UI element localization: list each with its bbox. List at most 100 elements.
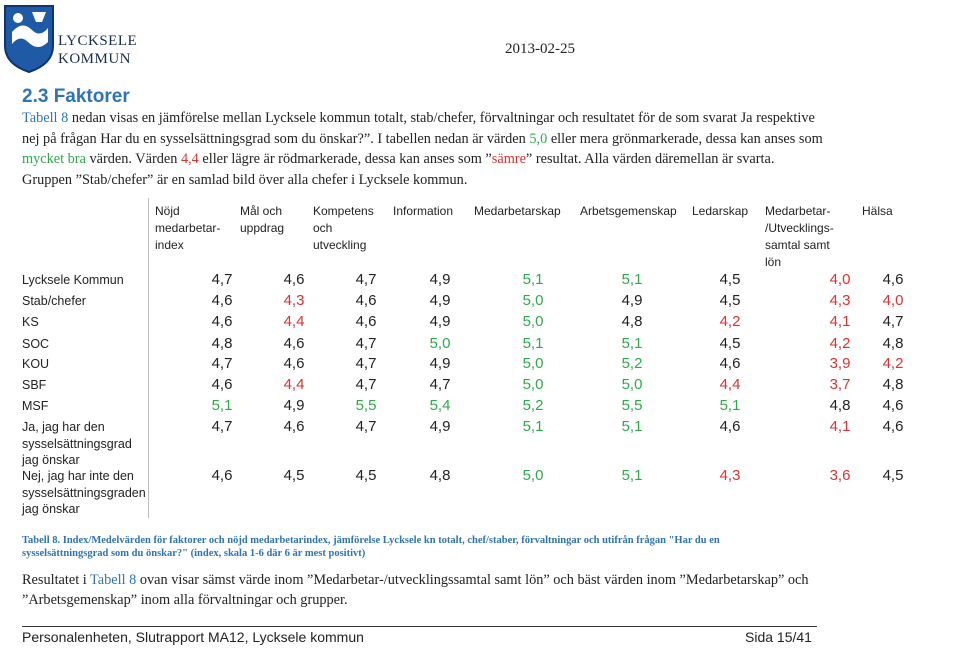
cell-value: 4,5 xyxy=(283,467,305,484)
text-segment: Tabell 8 xyxy=(90,572,137,588)
cell-value: 4,8 xyxy=(882,335,904,352)
cell-value: 4,5 xyxy=(355,467,377,484)
cell-value: 5,0 xyxy=(522,292,544,309)
cell-value: 4,2 xyxy=(882,355,904,372)
footer-left: Personalenheten, Slutrapport MA12, Lycks… xyxy=(22,629,364,645)
cell-value: 4,6 xyxy=(211,467,233,484)
cell-value: 5,0 xyxy=(522,313,544,330)
cell-value: 4,9 xyxy=(429,418,451,435)
row-label: Nej, jag har inte den sysselsättningsgra… xyxy=(22,469,146,516)
cell-value: 4,9 xyxy=(621,292,643,309)
cell-value: 4,3 xyxy=(719,467,741,484)
cell-value: 5,1 xyxy=(522,335,544,352)
cell-value: 3,6 xyxy=(829,467,851,484)
column-header: Hälsa xyxy=(862,204,893,218)
text-segment: eller lägre är rödmarkerade, dessa kan a… xyxy=(198,151,492,167)
text-segment: 4,4 xyxy=(180,151,199,167)
column-header: Medarbetar- /Utvecklings- samtal samt lö… xyxy=(765,204,834,269)
cell-value: 5,0 xyxy=(522,467,544,484)
cell-value: 4,9 xyxy=(429,355,451,372)
column-header: Nöjd medarbetar- index xyxy=(155,204,221,252)
cell-value: 4,7 xyxy=(882,313,904,330)
date: 2013-02-25 xyxy=(505,41,575,57)
cell-value: 4,5 xyxy=(719,335,741,352)
row-label: MSF xyxy=(22,399,49,413)
cell-value: 4,6 xyxy=(882,397,904,414)
column-header: Arbetsgemenskap xyxy=(580,204,677,218)
cell-value: 5,0 xyxy=(522,376,544,393)
cell-value: 4,4 xyxy=(283,376,305,393)
cell-value: 4,6 xyxy=(283,335,305,352)
cell-value: 4,7 xyxy=(355,418,377,435)
intro-paragraph: Tabell 8 nedan visas en jämförelse mella… xyxy=(22,108,827,190)
cell-value: 5,4 xyxy=(429,397,451,414)
cell-value: 5,2 xyxy=(522,397,544,414)
cell-value: 4,6 xyxy=(211,292,233,309)
cell-value: 5,1 xyxy=(522,418,544,435)
cell-value: 4,7 xyxy=(211,355,233,372)
cell-value: 4,8 xyxy=(211,335,233,352)
cell-value: 4,8 xyxy=(829,397,851,414)
table-divider xyxy=(148,198,149,518)
cell-value: 5,0 xyxy=(621,376,643,393)
cell-value: 4,1 xyxy=(829,418,851,435)
text-segment: värden. Värden xyxy=(85,151,181,167)
cell-value: 5,1 xyxy=(522,271,544,288)
cell-value: 5,1 xyxy=(719,397,741,414)
cell-value: 4,9 xyxy=(283,397,305,414)
column-header: Mål och uppdrag xyxy=(240,204,285,235)
cell-value: 3,7 xyxy=(829,376,851,393)
cell-value: 4,6 xyxy=(882,271,904,288)
text-segment: eller mera grönmarkerade, dessa kan anse… xyxy=(547,130,823,147)
cell-value: 4,7 xyxy=(355,376,377,393)
text-segment: nedan visas en jämförelse mellan Lycksel… xyxy=(22,110,815,147)
cell-value: 5,1 xyxy=(211,397,233,414)
cell-value: 4,8 xyxy=(882,376,904,393)
cell-value: 4,6 xyxy=(719,355,741,372)
footer-rule xyxy=(22,626,817,627)
row-label: Ja, jag har den sysselsättningsgrad jag … xyxy=(22,420,132,467)
result-paragraph: Resultatet i Tabell 8 ovan visar sämst v… xyxy=(22,570,822,610)
cell-value: 4,7 xyxy=(211,271,233,288)
row-label: Stab/chefer xyxy=(22,294,86,308)
row-label: KOU xyxy=(22,357,50,371)
cell-value: 4,1 xyxy=(829,313,851,330)
column-header: Medarbetarskap xyxy=(474,204,561,218)
logo-line1: LYCKSELE xyxy=(58,33,138,49)
cell-value: 4,6 xyxy=(283,355,305,372)
cell-value: 4,8 xyxy=(621,313,643,330)
cell-value: 5,1 xyxy=(621,418,643,435)
column-header: Kompetens och utveckling xyxy=(313,204,374,252)
cell-value: 4,3 xyxy=(829,292,851,309)
cell-value: 4,6 xyxy=(283,271,305,288)
cell-value: 4,2 xyxy=(719,313,741,330)
cell-value: 4,4 xyxy=(283,313,305,330)
cell-value: 4,6 xyxy=(211,313,233,330)
table-caption: Tabell 8. Index/Medelvärden för faktorer… xyxy=(22,535,720,559)
cell-value: 4,7 xyxy=(355,271,377,288)
cell-value: 4,0 xyxy=(829,271,851,288)
footer-right: Sida 15/41 xyxy=(745,629,812,645)
cell-value: 5,0 xyxy=(429,335,451,352)
cell-value: 4,9 xyxy=(429,292,451,309)
cell-value: 4,2 xyxy=(829,335,851,352)
cell-value: 4,6 xyxy=(719,418,741,435)
text-segment: ” resultat. Alla värden däremellan är sv… xyxy=(22,151,775,188)
cell-value: 4,5 xyxy=(719,271,741,288)
cell-value: 4,4 xyxy=(719,376,741,393)
cell-value: 4,7 xyxy=(355,335,377,352)
cell-value: 4,6 xyxy=(355,313,377,330)
row-label: SOC xyxy=(22,337,50,351)
cell-value: 5,5 xyxy=(355,397,377,414)
cell-value: 5,5 xyxy=(621,397,643,414)
cell-value: 5,0 xyxy=(522,355,544,372)
text-segment: 5,0 xyxy=(529,130,548,147)
cell-value: 4,3 xyxy=(283,292,305,309)
row-label: KS xyxy=(22,315,39,329)
cell-value: 4,6 xyxy=(283,418,305,435)
row-label: SBF xyxy=(22,378,47,392)
text-segment: Resultatet i xyxy=(22,572,91,588)
cell-value: 4,9 xyxy=(429,313,451,330)
cell-value: 5,1 xyxy=(621,335,643,352)
cell-value: 4,7 xyxy=(211,418,233,435)
